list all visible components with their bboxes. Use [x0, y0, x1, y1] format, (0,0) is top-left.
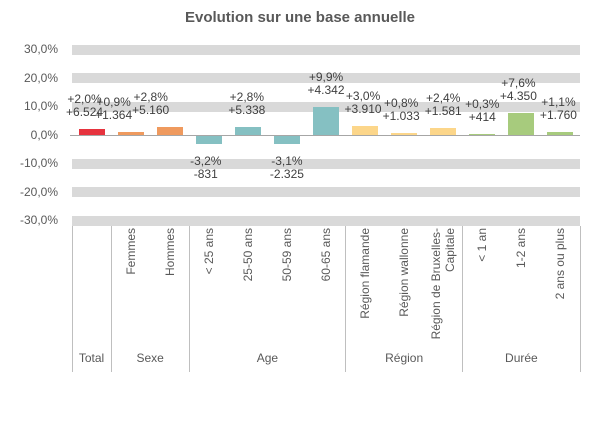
bar-percent-label: +0,9%: [96, 95, 131, 110]
category-group-label: Total: [78, 351, 105, 365]
bar-percent-label: +0,3%: [465, 97, 500, 112]
bar-percent-label: +2,8%: [229, 90, 265, 105]
category-label: 1-2 ans: [514, 228, 529, 269]
gridline-band: [72, 73, 580, 83]
category-label: 2 ans ou plus: [553, 228, 568, 300]
gridline-band: [72, 101, 580, 112]
category-group-label: Durée: [505, 351, 538, 365]
bar-value-label: +2,8% +5.338: [228, 91, 265, 117]
bar-absolute-label: +3.910: [344, 102, 382, 117]
category-label: < 1 an: [475, 228, 490, 262]
y-axis-tick-label: -30,0%: [19, 213, 58, 227]
bar-value-label: -3,1% -2.325: [269, 153, 304, 181]
category-label: Région de Bruxelles-Capitale: [429, 228, 458, 340]
bar-percent-label: +2,0%: [67, 92, 102, 107]
bar-absolute-label: +4.350: [499, 89, 537, 104]
gridline-band: [72, 158, 580, 169]
bar: [313, 106, 339, 135]
bar-absolute-label: +5.338: [228, 103, 266, 118]
bar: [508, 113, 535, 135]
y-axis-tick-label: 10,0%: [23, 99, 58, 113]
y-axis-tick-label: 20,0%: [23, 70, 58, 85]
category-label: < 25 ans: [201, 228, 216, 275]
gridline-band: [72, 187, 580, 197]
group-separator: [71, 226, 73, 372]
bar: [156, 127, 183, 135]
bar-percent-label: +2,4%: [426, 91, 461, 106]
bar-value-label: +9,9% +4.342: [307, 69, 345, 97]
gridline-band: [72, 215, 580, 226]
category-label: 60-65 ans: [319, 228, 333, 282]
bar: [117, 132, 144, 135]
bar-value-label: +2,8% +5.160: [132, 91, 169, 117]
gridline-band: [72, 44, 580, 55]
bar-absolute-label: +5.160: [132, 103, 170, 118]
group-separator: [579, 226, 581, 372]
bar-absolute-label: -2.325: [269, 166, 304, 181]
bar-value-label: +0,3% +414: [465, 98, 499, 124]
bar-percent-label: -3,1%: [271, 153, 303, 168]
bar-percent-label: +9,9%: [308, 69, 344, 84]
bar-value-label: +7,6% +4.350: [500, 77, 537, 103]
bar-percent-label: -3,2%: [190, 154, 222, 169]
category-label: 25-50 ans: [240, 228, 255, 282]
bar-percent-label: +0,8%: [383, 95, 419, 110]
bar-value-label: -3,2% -831: [190, 155, 221, 181]
bar-value-label: +1,1% +1.760: [539, 94, 577, 122]
bar-absolute-label: +1.033: [382, 108, 420, 123]
bar: [391, 132, 418, 135]
bar-absolute-label: +1.364: [95, 108, 133, 123]
category-group-label: Sexe: [136, 351, 164, 365]
bar: [430, 128, 457, 135]
bar: [195, 135, 222, 145]
bar-percent-label: +7,6%: [501, 76, 536, 91]
category-label: Région flamande: [358, 228, 373, 319]
category-group-label: Age: [256, 351, 279, 365]
bar-value-label: +3,0% +3.910: [345, 90, 382, 116]
bar: [78, 129, 105, 135]
bar-absolute-label: +1.581: [424, 104, 462, 119]
bar: [547, 131, 574, 135]
bar-percent-label: +3,0%: [345, 89, 381, 104]
category-label: Hommes: [162, 228, 177, 277]
category-label: 50-59 ans: [279, 228, 294, 282]
y-axis-tick-label: -20,0%: [19, 184, 58, 199]
bar-absolute-label: +6.524: [66, 105, 104, 120]
category-label: Femmes: [123, 228, 138, 275]
category-group-label: Région: [385, 351, 424, 365]
bar-value-label: +0,9% +1.364: [95, 96, 132, 122]
bar-value-label: +0,8% +1.033: [382, 95, 420, 123]
bar: [273, 135, 300, 144]
zero-axis-line: [70, 135, 580, 136]
bar-value-label: +2,0% +6.524: [66, 93, 103, 119]
bar-percent-label: +2,8%: [133, 90, 168, 105]
group-separator: [462, 226, 464, 372]
y-axis-tick-label: 30,0%: [23, 42, 58, 56]
bar: [352, 126, 379, 135]
group-separator: [188, 226, 190, 372]
bar-absolute-label: +1.760: [539, 107, 577, 122]
bar-absolute-label: +414: [468, 110, 496, 125]
y-axis-tick-label: 0,0%: [30, 127, 58, 142]
group-separator: [110, 226, 112, 372]
chart-title: Evolution sur une base annuelle: [184, 9, 416, 26]
category-label: Région wallonne: [397, 228, 412, 317]
group-separator: [345, 226, 347, 372]
bar-value-label: +2,4% +1.581: [425, 92, 462, 118]
bar-percent-label: +1,1%: [541, 94, 576, 109]
bar: [469, 133, 496, 135]
y-axis-tick-label: -10,0%: [19, 156, 58, 170]
bar-absolute-label: -831: [193, 167, 218, 182]
bar-absolute-label: +4.342: [307, 82, 345, 97]
bar: [234, 127, 261, 135]
